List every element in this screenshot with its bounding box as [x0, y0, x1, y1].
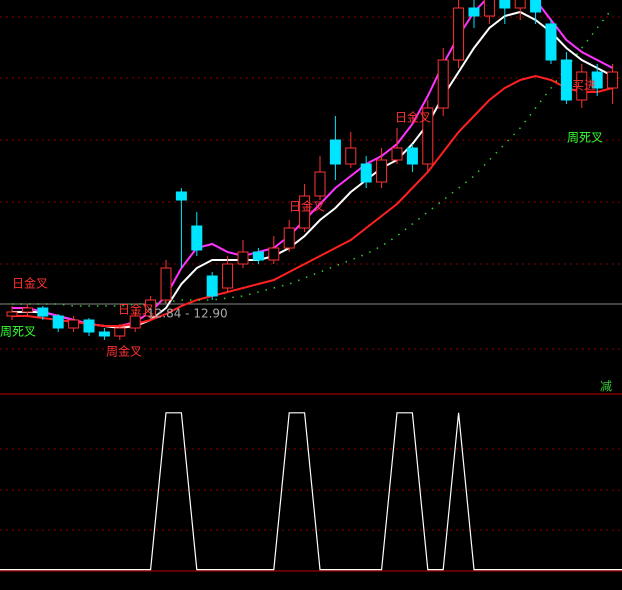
annotation: 12.84 - 12.90 — [147, 307, 228, 321]
annotation: 减 — [600, 380, 612, 394]
annotation: 买进 — [572, 79, 596, 93]
candle-body — [545, 23, 557, 61]
ma-line — [12, 74, 613, 327]
annotation: 日金叉 — [118, 302, 154, 317]
candle-body — [483, 0, 495, 17]
candle-body — [576, 71, 588, 101]
price-panel — [6, 0, 619, 340]
indicator-panel — [0, 412, 622, 571]
candle-body — [37, 307, 49, 317]
candle-body — [83, 319, 95, 333]
candle-body — [237, 251, 249, 265]
annotation: 日金叉 — [289, 199, 325, 214]
candle-body — [406, 147, 418, 165]
candle-body — [468, 7, 480, 17]
candle-body — [191, 225, 203, 251]
candle-body — [98, 331, 110, 337]
candle-body — [6, 311, 18, 317]
candle-body — [329, 139, 341, 165]
candle-body — [514, 0, 526, 9]
candle-body — [52, 315, 64, 329]
candle-body — [114, 327, 126, 337]
grid — [0, 16, 622, 531]
annotation: 周金叉 — [106, 344, 142, 359]
candle-body — [252, 251, 264, 261]
candle-body — [68, 319, 80, 329]
candle-body — [145, 299, 157, 317]
candle-body — [376, 159, 388, 183]
indicator-line — [0, 412, 622, 571]
candle-body — [499, 0, 511, 9]
candle-body — [175, 191, 187, 201]
candle-body — [437, 59, 449, 109]
candle-body — [530, 0, 542, 13]
annotation: 周死叉 — [0, 325, 36, 339]
annotation: 周死叉 — [567, 131, 603, 145]
candle-body — [268, 247, 280, 261]
candle-body — [560, 59, 572, 101]
candle-body — [360, 163, 372, 183]
candle-body — [591, 71, 603, 89]
candle-body — [160, 267, 172, 301]
candle-body — [206, 275, 218, 297]
annotation: 日金叉 — [12, 276, 48, 291]
candle-body — [129, 315, 141, 329]
candle-body — [21, 307, 33, 313]
candle-body — [422, 107, 434, 165]
candle-body — [283, 227, 295, 249]
candle-body — [391, 147, 403, 161]
candle-body — [345, 147, 357, 165]
candle-body — [299, 195, 311, 229]
candle-body — [222, 263, 234, 289]
candle-body — [453, 7, 465, 61]
annotation: 日金叉 — [395, 110, 431, 125]
candle-body — [607, 71, 619, 89]
candle-body — [314, 171, 326, 197]
